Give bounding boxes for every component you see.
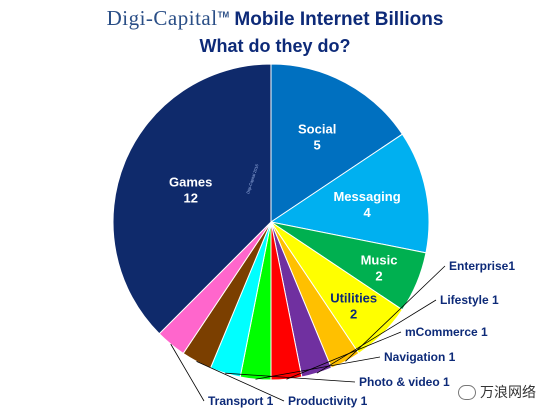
leader-line-transport [170, 343, 205, 402]
slice-label-games: Games [169, 175, 212, 190]
pie-slice-social [270, 63, 404, 223]
slice-value-music: 2 [375, 269, 382, 284]
slice-value-messaging: 4 [363, 205, 371, 220]
slice-label-messaging: Messaging [333, 189, 400, 204]
slice-label-transport: Transport 1 [208, 394, 274, 408]
chart-title-text: Mobile Internet Billions [234, 9, 444, 30]
wechat-icon [458, 384, 476, 400]
chart-subtitle: What do they do? [199, 36, 351, 56]
watermark-text: 万浪网络 [480, 385, 536, 401]
watermark: 万浪网络 [458, 382, 536, 402]
slice-value-utilities: 2 [350, 307, 357, 322]
leader-line-photo-video [225, 372, 356, 383]
slice-label-social: Social [298, 122, 336, 137]
pie-slice-messaging [269, 133, 430, 254]
slice-label-music: Music [361, 253, 398, 268]
slice-label-enterprise: Enterprise1 [449, 259, 515, 273]
slice-label-productivity: Productivity 1 [288, 394, 368, 408]
slice-label-photo-video: Photo & video 1 [359, 375, 450, 389]
slice-label-navigation: Navigation 1 [384, 350, 456, 364]
slice-value-games: 12 [183, 191, 197, 206]
pie-slice-games [112, 63, 272, 335]
leader-line-mcommerce [286, 331, 402, 380]
brand-name: Digi-Capital [106, 6, 218, 30]
leader-line-navigation [255, 356, 381, 380]
slice-label-mcommerce: mCommerce 1 [405, 325, 488, 339]
slice-value-social: 5 [314, 138, 321, 153]
slice-label-lifestyle: Lifestyle 1 [440, 293, 499, 307]
leader-line-productivity [196, 360, 285, 402]
chart-title: Digi-CapitalTM Mobile Internet Billions [0, 6, 550, 31]
slice-label-utilities: Utilities [330, 291, 377, 306]
trademark-mark: TM [217, 10, 230, 20]
leader-line-lifestyle [316, 299, 437, 374]
